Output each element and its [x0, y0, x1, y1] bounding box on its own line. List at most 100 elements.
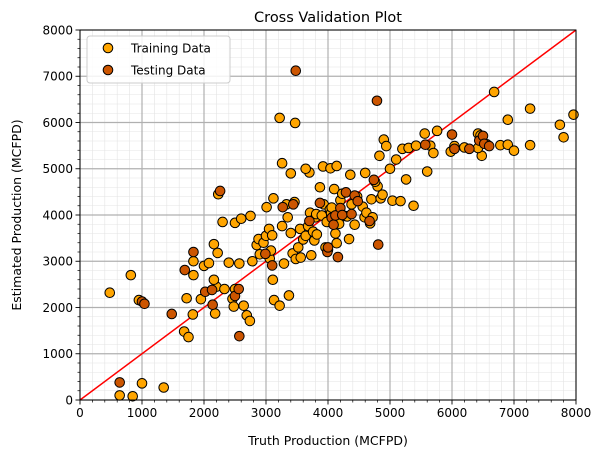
training-point — [247, 255, 258, 267]
testing-point — [464, 143, 475, 155]
testing-point — [322, 242, 334, 253]
training-point — [276, 157, 288, 169]
testing-point — [328, 219, 339, 231]
chart-title: Cross Validation Plot — [254, 10, 402, 26]
legend-box — [86, 35, 231, 84]
y-tick-label: 4000 — [42, 208, 73, 222]
training-point — [274, 112, 285, 124]
training-point — [244, 315, 256, 327]
training-point — [217, 216, 228, 228]
training-point — [502, 114, 514, 126]
testing-point — [314, 197, 326, 209]
training-point — [285, 168, 297, 179]
training-point — [508, 145, 520, 157]
training-point — [209, 308, 221, 319]
training-point — [181, 292, 192, 304]
training-point — [554, 119, 566, 131]
y-axis-label: Estimated Production (MCFPD) — [9, 119, 24, 310]
training-point — [349, 219, 360, 231]
x-tick-label: 7000 — [499, 406, 530, 420]
testing-point — [139, 298, 150, 310]
testing-series — [114, 65, 495, 388]
training-point — [300, 163, 311, 175]
training-point — [212, 247, 223, 259]
training-point — [267, 274, 279, 286]
training-point — [278, 258, 290, 269]
training-point — [219, 283, 230, 295]
training-point — [377, 189, 388, 200]
training-point — [276, 220, 288, 232]
training-point — [158, 382, 169, 393]
x-tick-label: 3000 — [251, 406, 282, 420]
training-point — [524, 103, 536, 114]
x-tick-label: 2000 — [189, 406, 220, 420]
x-tick-label: 0 — [76, 406, 84, 420]
training-point — [285, 227, 297, 239]
training-point — [188, 269, 199, 281]
training-point — [330, 228, 341, 239]
training-point — [568, 109, 579, 120]
y-tick-label: 0 — [65, 393, 73, 407]
training-point — [428, 147, 439, 159]
testing-point — [207, 299, 218, 311]
y-tick-label: 1000 — [42, 347, 73, 361]
training-point — [125, 269, 137, 281]
training-point — [331, 237, 342, 249]
training-point — [274, 300, 285, 311]
testing-point — [290, 65, 302, 76]
training-point — [234, 258, 245, 269]
training-point — [366, 193, 377, 205]
x-axis-label: Truth Production (MCFPD) — [247, 433, 408, 448]
training-point — [331, 160, 342, 172]
training-point — [245, 210, 256, 222]
testing-point — [234, 330, 245, 342]
testing-point — [371, 95, 383, 107]
testing-point — [446, 129, 458, 140]
training-point — [238, 300, 249, 311]
testing-point — [179, 264, 191, 276]
training-point — [268, 193, 279, 204]
training-point — [136, 378, 148, 389]
training-point — [283, 290, 295, 301]
testing-point — [340, 187, 352, 198]
training-point — [305, 249, 317, 261]
testing-point — [188, 246, 199, 258]
x-tick-label: 1000 — [127, 406, 158, 420]
training-point — [261, 201, 272, 213]
training-point — [390, 154, 402, 165]
training-point — [408, 200, 419, 212]
testing-point — [364, 215, 375, 227]
training-point — [421, 166, 433, 177]
x-tick-label: 4000 — [313, 406, 344, 420]
testing-point — [346, 208, 357, 220]
training-point — [359, 167, 371, 179]
training-point — [187, 309, 199, 320]
testing-point — [114, 377, 125, 388]
y-tick-label: 3000 — [42, 255, 73, 269]
testing-point — [214, 185, 226, 197]
y-tick-label: 2000 — [42, 301, 73, 315]
legend: Training Data Testing Data — [86, 35, 231, 84]
training-point — [235, 213, 247, 224]
testing-point — [206, 284, 218, 296]
testing-point — [304, 215, 315, 227]
testing-point — [266, 260, 278, 271]
training-point — [282, 212, 294, 223]
scatter-points — [104, 65, 579, 402]
training-point — [374, 150, 385, 162]
training-point — [343, 233, 355, 245]
training-point — [311, 229, 323, 240]
y-tick-label: 7000 — [42, 70, 73, 84]
testing-point — [449, 143, 460, 155]
testing-point — [352, 195, 364, 207]
x-tick-label: 8000 — [561, 406, 592, 420]
training-point — [400, 174, 412, 185]
training-point — [345, 169, 356, 181]
legend-marker-training — [102, 42, 114, 54]
y-tick-label: 8000 — [42, 23, 73, 37]
testing-point — [287, 199, 299, 210]
axis-ticks: 0 1000 2000 3000 4000 5000 6000 7000 8000 0 1000 20… — [42, 23, 591, 420]
training-point — [410, 140, 422, 151]
training-point — [431, 125, 443, 137]
